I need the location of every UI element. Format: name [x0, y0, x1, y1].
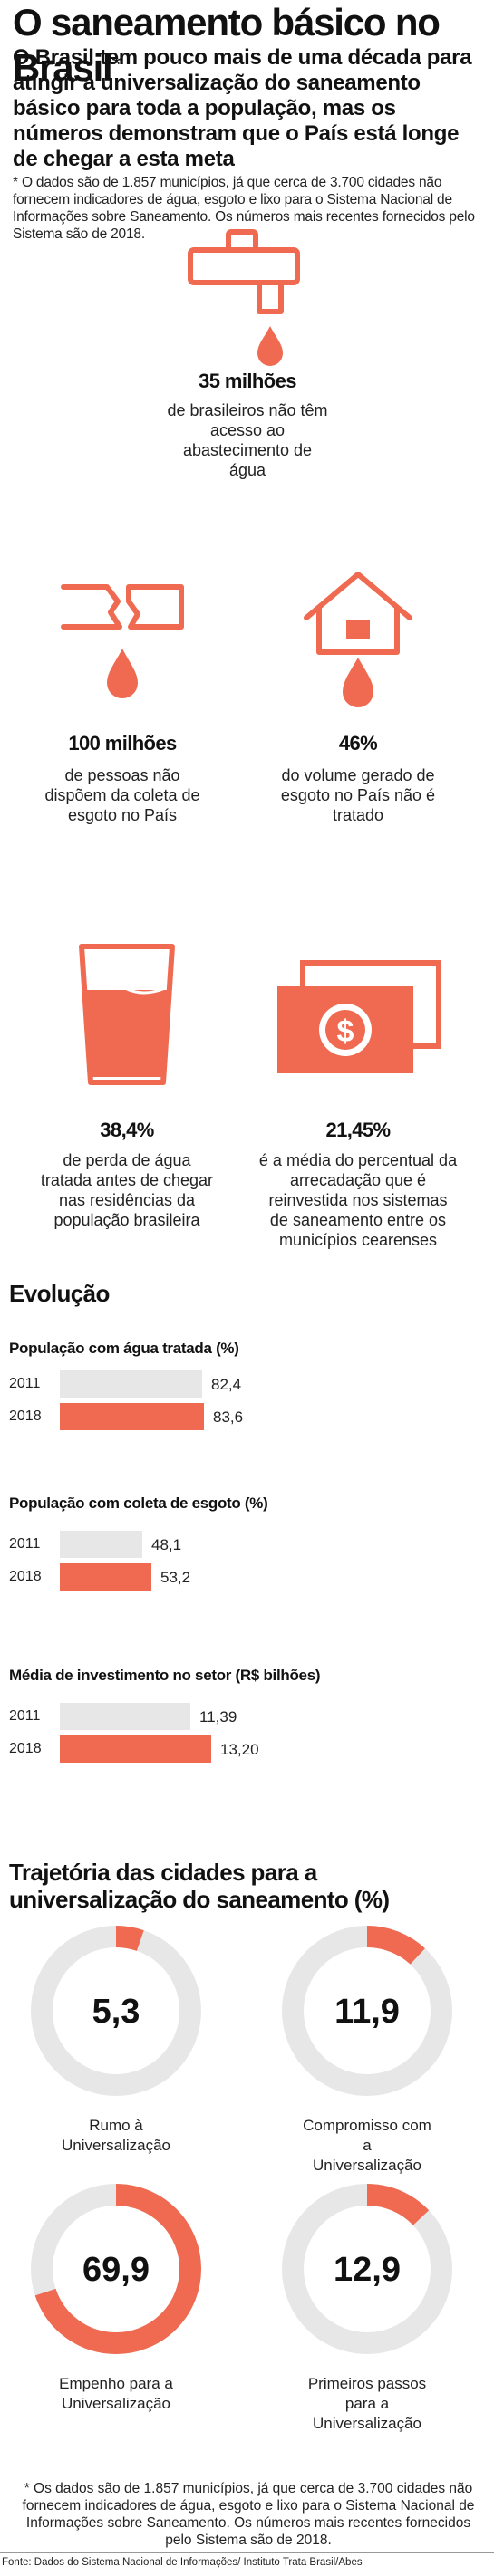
bar — [60, 1531, 142, 1558]
source: Fonte: Dados do Sistema Nacional de Info… — [0, 2552, 494, 2568]
bar-value-label: 82,4 — [211, 1376, 242, 1393]
bar-year-label: 2018 — [9, 1741, 42, 1756]
bar — [60, 1370, 202, 1398]
stat-value-3: 46% — [338, 732, 378, 755]
stat-desc-2: de pessoas não dispõem da coleta de esgo… — [44, 766, 200, 824]
donut-label: para a — [345, 2395, 390, 2412]
header-note: * O dados são de 1.857 municípios, já qu… — [13, 175, 475, 242]
footnote: * Os dados são de 1.857 municípios, já q… — [22, 2481, 475, 2548]
bar-year-label: 2011 — [9, 1376, 41, 1391]
stat-desc-1: de brasileiros não têm acesso ao abastec… — [167, 401, 328, 479]
bar — [60, 1403, 204, 1430]
donut-label: Universalização — [313, 2157, 421, 2174]
donut-label: Compromisso com — [303, 2117, 431, 2134]
evolucao-heading: Evolução — [9, 1280, 110, 1307]
stat-value-4: 38,4% — [100, 1119, 154, 1141]
money-icon: $ — [272, 956, 444, 1082]
bar-chart-agua: 2011 82,4 2018 83,6 — [9, 1370, 480, 1443]
donut-segment — [31, 2184, 201, 2354]
stat-value-1: 35 milhões — [199, 370, 296, 392]
stat-desc-5: é a média do percentual da arrecadação q… — [258, 1151, 458, 1249]
donut-value: 11,9 — [334, 1993, 400, 2031]
bar — [60, 1735, 211, 1763]
donut-value: 69,9 — [82, 2251, 150, 2289]
donut-label: Primeiros passos — [308, 2375, 426, 2392]
bar-year-label: 2018 — [9, 1569, 42, 1584]
trajetoria-heading: Trajetória das cidades para a universali… — [9, 1859, 390, 1913]
bar — [60, 1563, 151, 1591]
title-footnote-mark: * — [111, 51, 121, 78]
bar-year-label: 2018 — [9, 1408, 42, 1424]
donut-charts: 5,3 Rumo à Universalização 11,9 Compromisso … — [31, 1926, 452, 2432]
bar-value-label: 11,39 — [199, 1708, 237, 1725]
page-title: O saneamento básico no Brasil* — [13, 0, 484, 91]
house-drop-icon — [290, 560, 426, 723]
donut-segment — [282, 2184, 452, 2354]
donut-label: a — [363, 2137, 372, 2154]
donut-value: 5,3 — [92, 1993, 140, 2031]
bar-value-label: 13,20 — [220, 1741, 259, 1758]
title-text: O saneamento básico no Brasil — [13, 1, 441, 89]
donut-label: Universalização — [62, 2137, 170, 2154]
bar-value-label: 53,2 — [160, 1569, 191, 1586]
stat-desc-4: de perda de água tratada antes de chegar… — [40, 1151, 214, 1229]
bar-year-label: 2011 — [9, 1708, 41, 1724]
donut-label: Rumo à — [89, 2117, 143, 2134]
stat-desc-3: do volume gerado de esgoto no País não é… — [280, 766, 436, 824]
svg-text:$: $ — [337, 1014, 354, 1049]
donut-label: Empenho para a — [59, 2375, 173, 2392]
stat-value-2: 100 milhões — [68, 732, 177, 755]
bar-chart-esgoto: 2011 48,1 2018 53,2 — [9, 1531, 480, 1603]
chart-title-esgoto: População com coleta de esgoto (%) — [9, 1495, 268, 1512]
lead-text: O Brasil tem pouco mais de uma década pa… — [13, 45, 472, 171]
bar-value-label: 83,6 — [213, 1408, 244, 1426]
faucet-icon — [179, 225, 315, 370]
donut-segment — [31, 1926, 201, 2096]
donut-grid: 5,3 Rumo à Universalização 11,9 Compromisso … — [0, 1911, 494, 2473]
donut-segment — [282, 1926, 452, 2096]
water-glass-icon — [73, 937, 181, 1091]
chart-title-investimento: Média de investimento no setor (R$ bilhõ… — [9, 1667, 321, 1684]
bar-chart-investimento: 2011 11,39 2018 13,20 — [9, 1703, 480, 1775]
bar-value-label: 48,1 — [151, 1536, 182, 1553]
chart-title-agua: População com água tratada (%) — [9, 1340, 239, 1357]
stat-value-5: 21,45% — [325, 1119, 391, 1141]
broken-pipe-icon — [54, 571, 190, 725]
donut-label: Universalização — [313, 2415, 421, 2432]
bar-year-label: 2011 — [9, 1536, 41, 1552]
donut-label: Universalização — [62, 2395, 170, 2412]
bar — [60, 1703, 190, 1730]
donut-value: 12,9 — [334, 2251, 401, 2289]
